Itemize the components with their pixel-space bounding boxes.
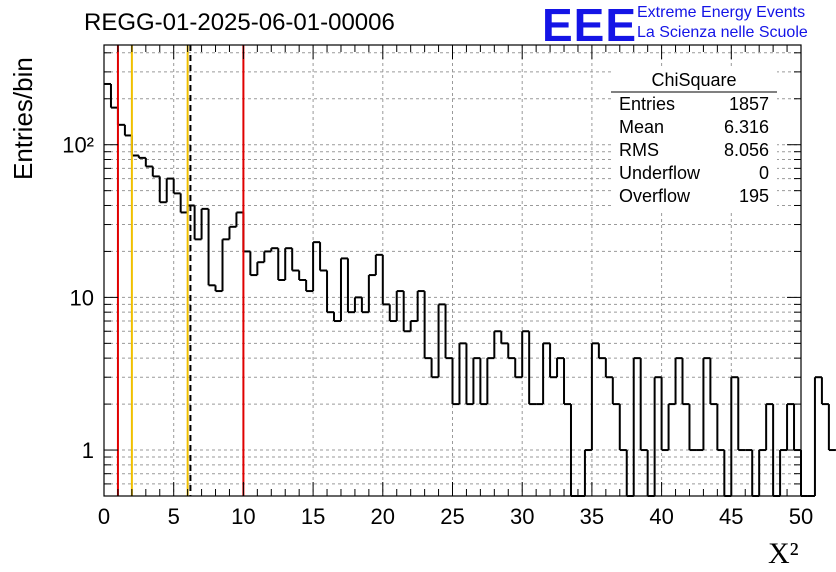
stats-label: RMS bbox=[619, 140, 659, 160]
logo-mark: EEE bbox=[542, 0, 638, 51]
stats-box: ChiSquare Entries 1857 Mean 6.316 RMS 8.056 Un… bbox=[611, 66, 777, 210]
stats-label: Underflow bbox=[619, 163, 701, 183]
x-axis-label: X² bbox=[768, 537, 799, 570]
x-tick-label: 25 bbox=[440, 504, 464, 529]
y-tick-label: 10 bbox=[70, 285, 94, 310]
stats-value: 6.316 bbox=[724, 117, 769, 137]
x-tick-label: 30 bbox=[510, 504, 534, 529]
x-tick-label: 15 bbox=[301, 504, 325, 529]
x-tick-label: 45 bbox=[719, 504, 743, 529]
stats-title: ChiSquare bbox=[651, 70, 736, 90]
eee-logo: EEE Extreme Energy Events La Scienza nel… bbox=[542, 0, 832, 51]
stats-value: 195 bbox=[739, 186, 769, 206]
stats-value: 1857 bbox=[729, 94, 769, 114]
x-tick-label: 0 bbox=[98, 504, 110, 529]
tick-labels: 0 5 10 15 20 25 30 35 40 45 50 1 10 10² bbox=[62, 133, 813, 529]
x-tick-label: 20 bbox=[371, 504, 395, 529]
y-axis-label: Entries/bin bbox=[8, 57, 38, 180]
x-tick-label: 10 bbox=[231, 504, 255, 529]
stats-label: Overflow bbox=[619, 186, 691, 206]
stats-label: Entries bbox=[619, 94, 675, 114]
x-tick-label: 5 bbox=[168, 504, 180, 529]
axis-ticks bbox=[103, 45, 802, 497]
x-tick-label: 35 bbox=[580, 504, 604, 529]
stats-box-frame bbox=[611, 66, 777, 210]
y-tick-label: 1 bbox=[82, 438, 94, 463]
reference-lines bbox=[116, 45, 245, 496]
x-tick-label: 50 bbox=[789, 504, 813, 529]
logo-line-1: Extreme Energy Events bbox=[637, 4, 806, 21]
histogram-bars bbox=[104, 82, 836, 497]
stats-value: 8.056 bbox=[724, 140, 769, 160]
stats-value: 0 bbox=[759, 163, 769, 183]
y-tick-label: 10² bbox=[62, 133, 94, 158]
logo-line-2: La Scienza nelle Scuole bbox=[637, 24, 808, 41]
x-tick-label: 40 bbox=[649, 504, 673, 529]
stats-label: Mean bbox=[619, 117, 664, 137]
page-title: REGG-01-2025-06-01-00006 bbox=[84, 9, 395, 36]
